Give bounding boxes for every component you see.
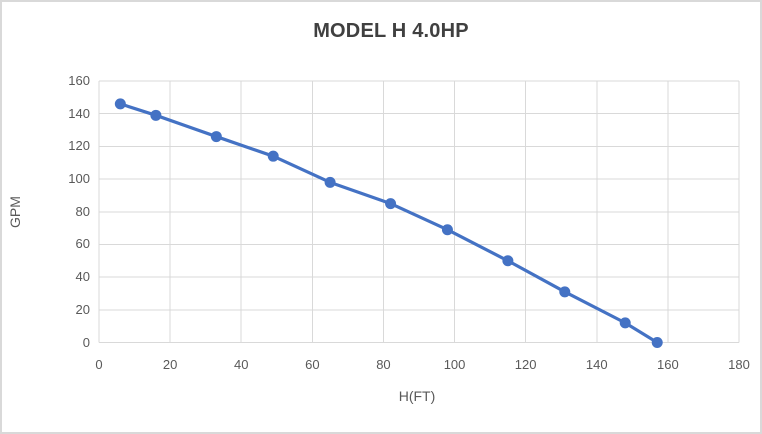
x-tick-label: 0: [95, 357, 103, 372]
data-point-marker: [441, 224, 453, 236]
x-tick-label: 40: [233, 357, 249, 372]
x-axis-title: H(FT): [398, 388, 436, 404]
data-point-marker: [150, 109, 162, 121]
x-tick-label: 180: [728, 357, 750, 372]
data-point-marker: [559, 286, 571, 298]
y-tick-label: 20: [75, 301, 90, 317]
x-tick-label: 80: [376, 357, 391, 372]
x-tick-label: 100: [443, 357, 466, 372]
data-point-marker: [114, 98, 126, 110]
data-point-marker: [502, 255, 514, 267]
x-tick-label: 120: [514, 357, 537, 372]
y-tick-label: 60: [75, 236, 90, 252]
x-tick-label: 60: [305, 357, 320, 372]
y-tick-label: 80: [75, 203, 90, 219]
data-point-marker: [619, 317, 631, 329]
data-point-marker: [385, 198, 397, 210]
data-series-line: [118, 102, 659, 345]
x-tick-label: 20: [162, 357, 178, 372]
x-tick-label: 140: [585, 357, 608, 372]
y-tick-label: 40: [75, 269, 90, 285]
y-tick-label: 0: [82, 334, 90, 350]
y-tick-label: 120: [68, 138, 90, 154]
data-point-marker: [210, 131, 222, 143]
y-tick-label: 100: [68, 171, 90, 187]
y-tick-label: 140: [68, 105, 90, 121]
data-point-marker: [651, 337, 663, 348]
data-point-marker: [324, 176, 336, 188]
chart-title: MODEL H 4.0HP: [313, 20, 469, 42]
x-tick-label: 160: [657, 357, 679, 372]
data-point-marker: [267, 150, 279, 162]
y-tick-label: 160: [68, 73, 90, 88]
y-axis-title: GPM: [7, 196, 23, 228]
